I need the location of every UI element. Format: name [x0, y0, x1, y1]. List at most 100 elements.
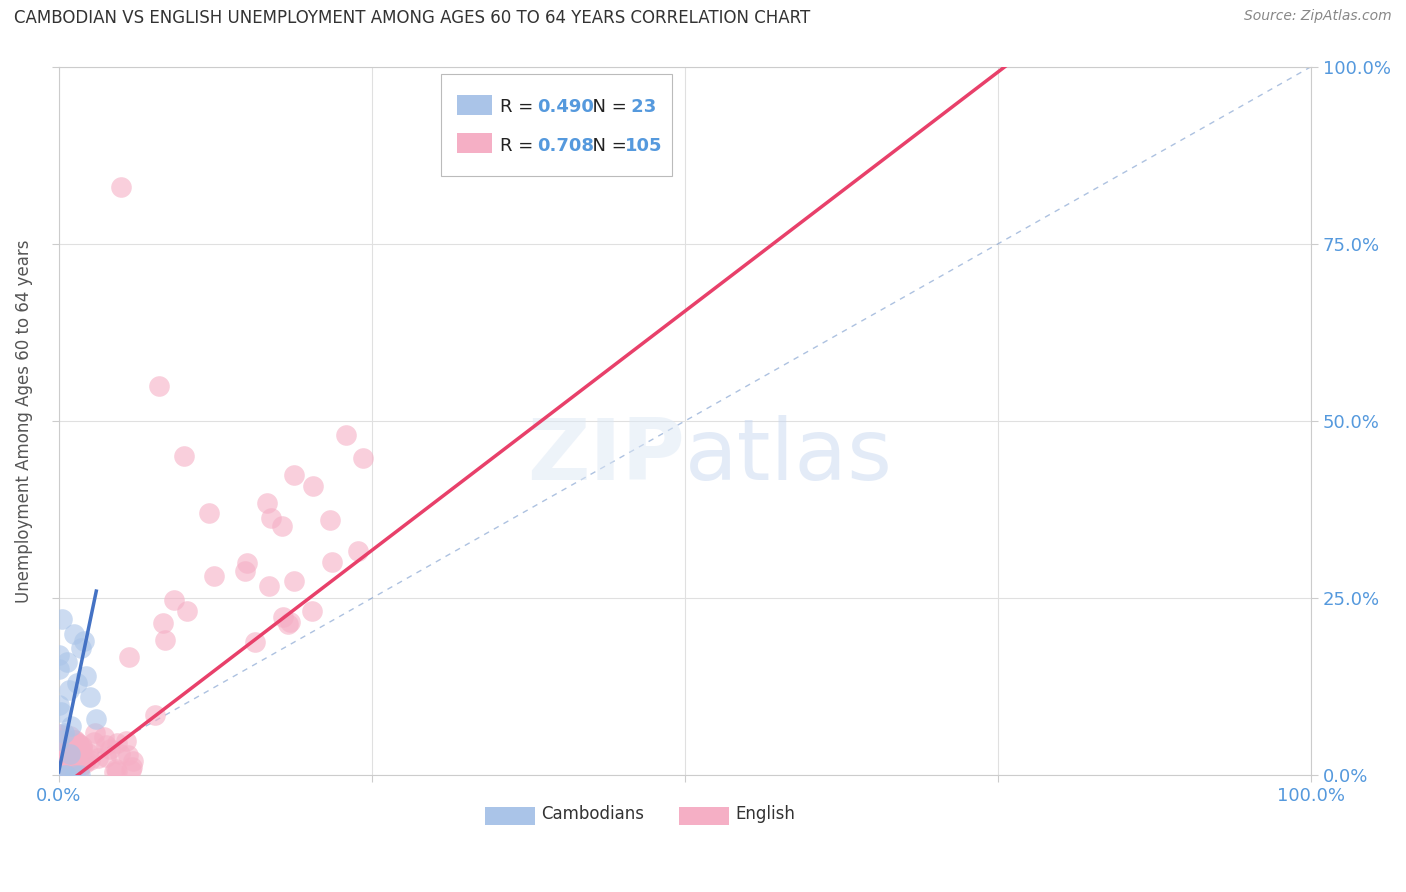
Point — [59, 745, 82, 759]
Point — [277, 616, 299, 631]
Text: R =: R = — [499, 136, 538, 155]
Point — [152, 616, 174, 631]
Point — [49, 768, 72, 782]
Point — [110, 747, 132, 761]
Point — [48, 765, 70, 780]
Point — [53, 768, 76, 782]
Point — [60, 762, 83, 776]
Point — [67, 762, 90, 776]
Point — [84, 712, 107, 726]
Point — [51, 728, 73, 742]
Point — [94, 750, 117, 764]
Text: English: English — [735, 805, 794, 823]
Point — [301, 604, 323, 618]
Point — [75, 756, 97, 770]
Point — [48, 648, 70, 662]
Point — [48, 755, 70, 769]
Point — [256, 496, 278, 510]
Point — [271, 610, 294, 624]
Point — [75, 669, 97, 683]
Point — [56, 655, 79, 669]
Text: R =: R = — [499, 98, 538, 117]
Point — [347, 544, 370, 558]
Point — [260, 511, 283, 525]
Point — [243, 635, 266, 649]
Text: 0.708: 0.708 — [537, 136, 595, 155]
Point — [63, 733, 86, 747]
Point — [52, 762, 75, 776]
Point — [67, 764, 90, 778]
Point — [69, 758, 91, 772]
Point — [76, 746, 98, 760]
Point — [67, 737, 90, 751]
Text: N =: N = — [581, 98, 633, 117]
Point — [115, 734, 138, 748]
FancyBboxPatch shape — [440, 74, 672, 177]
Point — [75, 753, 97, 767]
Point — [52, 759, 75, 773]
Point — [48, 727, 70, 741]
Text: 0.490: 0.490 — [537, 98, 593, 117]
Point — [270, 519, 292, 533]
Text: 105: 105 — [624, 136, 662, 155]
Point — [60, 719, 83, 733]
Point — [65, 748, 87, 763]
Point — [52, 738, 75, 752]
Point — [121, 754, 143, 768]
Point — [58, 683, 80, 698]
Point — [59, 729, 82, 743]
Point — [173, 450, 195, 464]
FancyBboxPatch shape — [679, 807, 728, 825]
Point — [48, 732, 70, 747]
Point — [352, 450, 374, 465]
Point — [321, 556, 343, 570]
Point — [55, 733, 77, 747]
Point — [63, 733, 86, 747]
Point — [48, 756, 70, 770]
Point — [83, 735, 105, 749]
Point — [48, 739, 70, 753]
Point — [79, 690, 101, 705]
Point — [153, 632, 176, 647]
Text: CAMBODIAN VS ENGLISH UNEMPLOYMENT AMONG AGES 60 TO 64 YEARS CORRELATION CHART: CAMBODIAN VS ENGLISH UNEMPLOYMENT AMONG … — [14, 9, 810, 27]
Point — [278, 615, 301, 629]
Point — [52, 726, 75, 740]
Text: Source: ZipAtlas.com: Source: ZipAtlas.com — [1244, 9, 1392, 23]
Point — [51, 612, 73, 626]
Point — [87, 751, 110, 765]
Point — [53, 766, 76, 780]
Point — [176, 604, 198, 618]
Point — [48, 732, 70, 747]
Point — [148, 378, 170, 392]
Point — [202, 569, 225, 583]
Point — [48, 741, 70, 756]
Point — [319, 513, 342, 527]
Text: Cambodians: Cambodians — [541, 805, 644, 823]
Point — [283, 574, 305, 588]
Point — [60, 742, 83, 756]
Text: N =: N = — [581, 136, 633, 155]
Point — [48, 768, 70, 782]
FancyBboxPatch shape — [457, 133, 492, 153]
Point — [48, 751, 70, 765]
Point — [117, 748, 139, 763]
Point — [58, 758, 80, 772]
Point — [143, 707, 166, 722]
Point — [73, 633, 96, 648]
Point — [62, 626, 84, 640]
Point — [96, 738, 118, 752]
Point — [60, 738, 83, 752]
Point — [55, 768, 77, 782]
Point — [70, 740, 93, 755]
Point — [66, 747, 89, 761]
Point — [48, 662, 70, 676]
Point — [335, 428, 357, 442]
Point — [59, 747, 82, 761]
Point — [84, 726, 107, 740]
Point — [105, 736, 128, 750]
Point — [93, 730, 115, 744]
Point — [66, 736, 89, 750]
Text: ZIP: ZIP — [527, 415, 685, 498]
Point — [163, 593, 186, 607]
Text: 23: 23 — [624, 98, 657, 117]
